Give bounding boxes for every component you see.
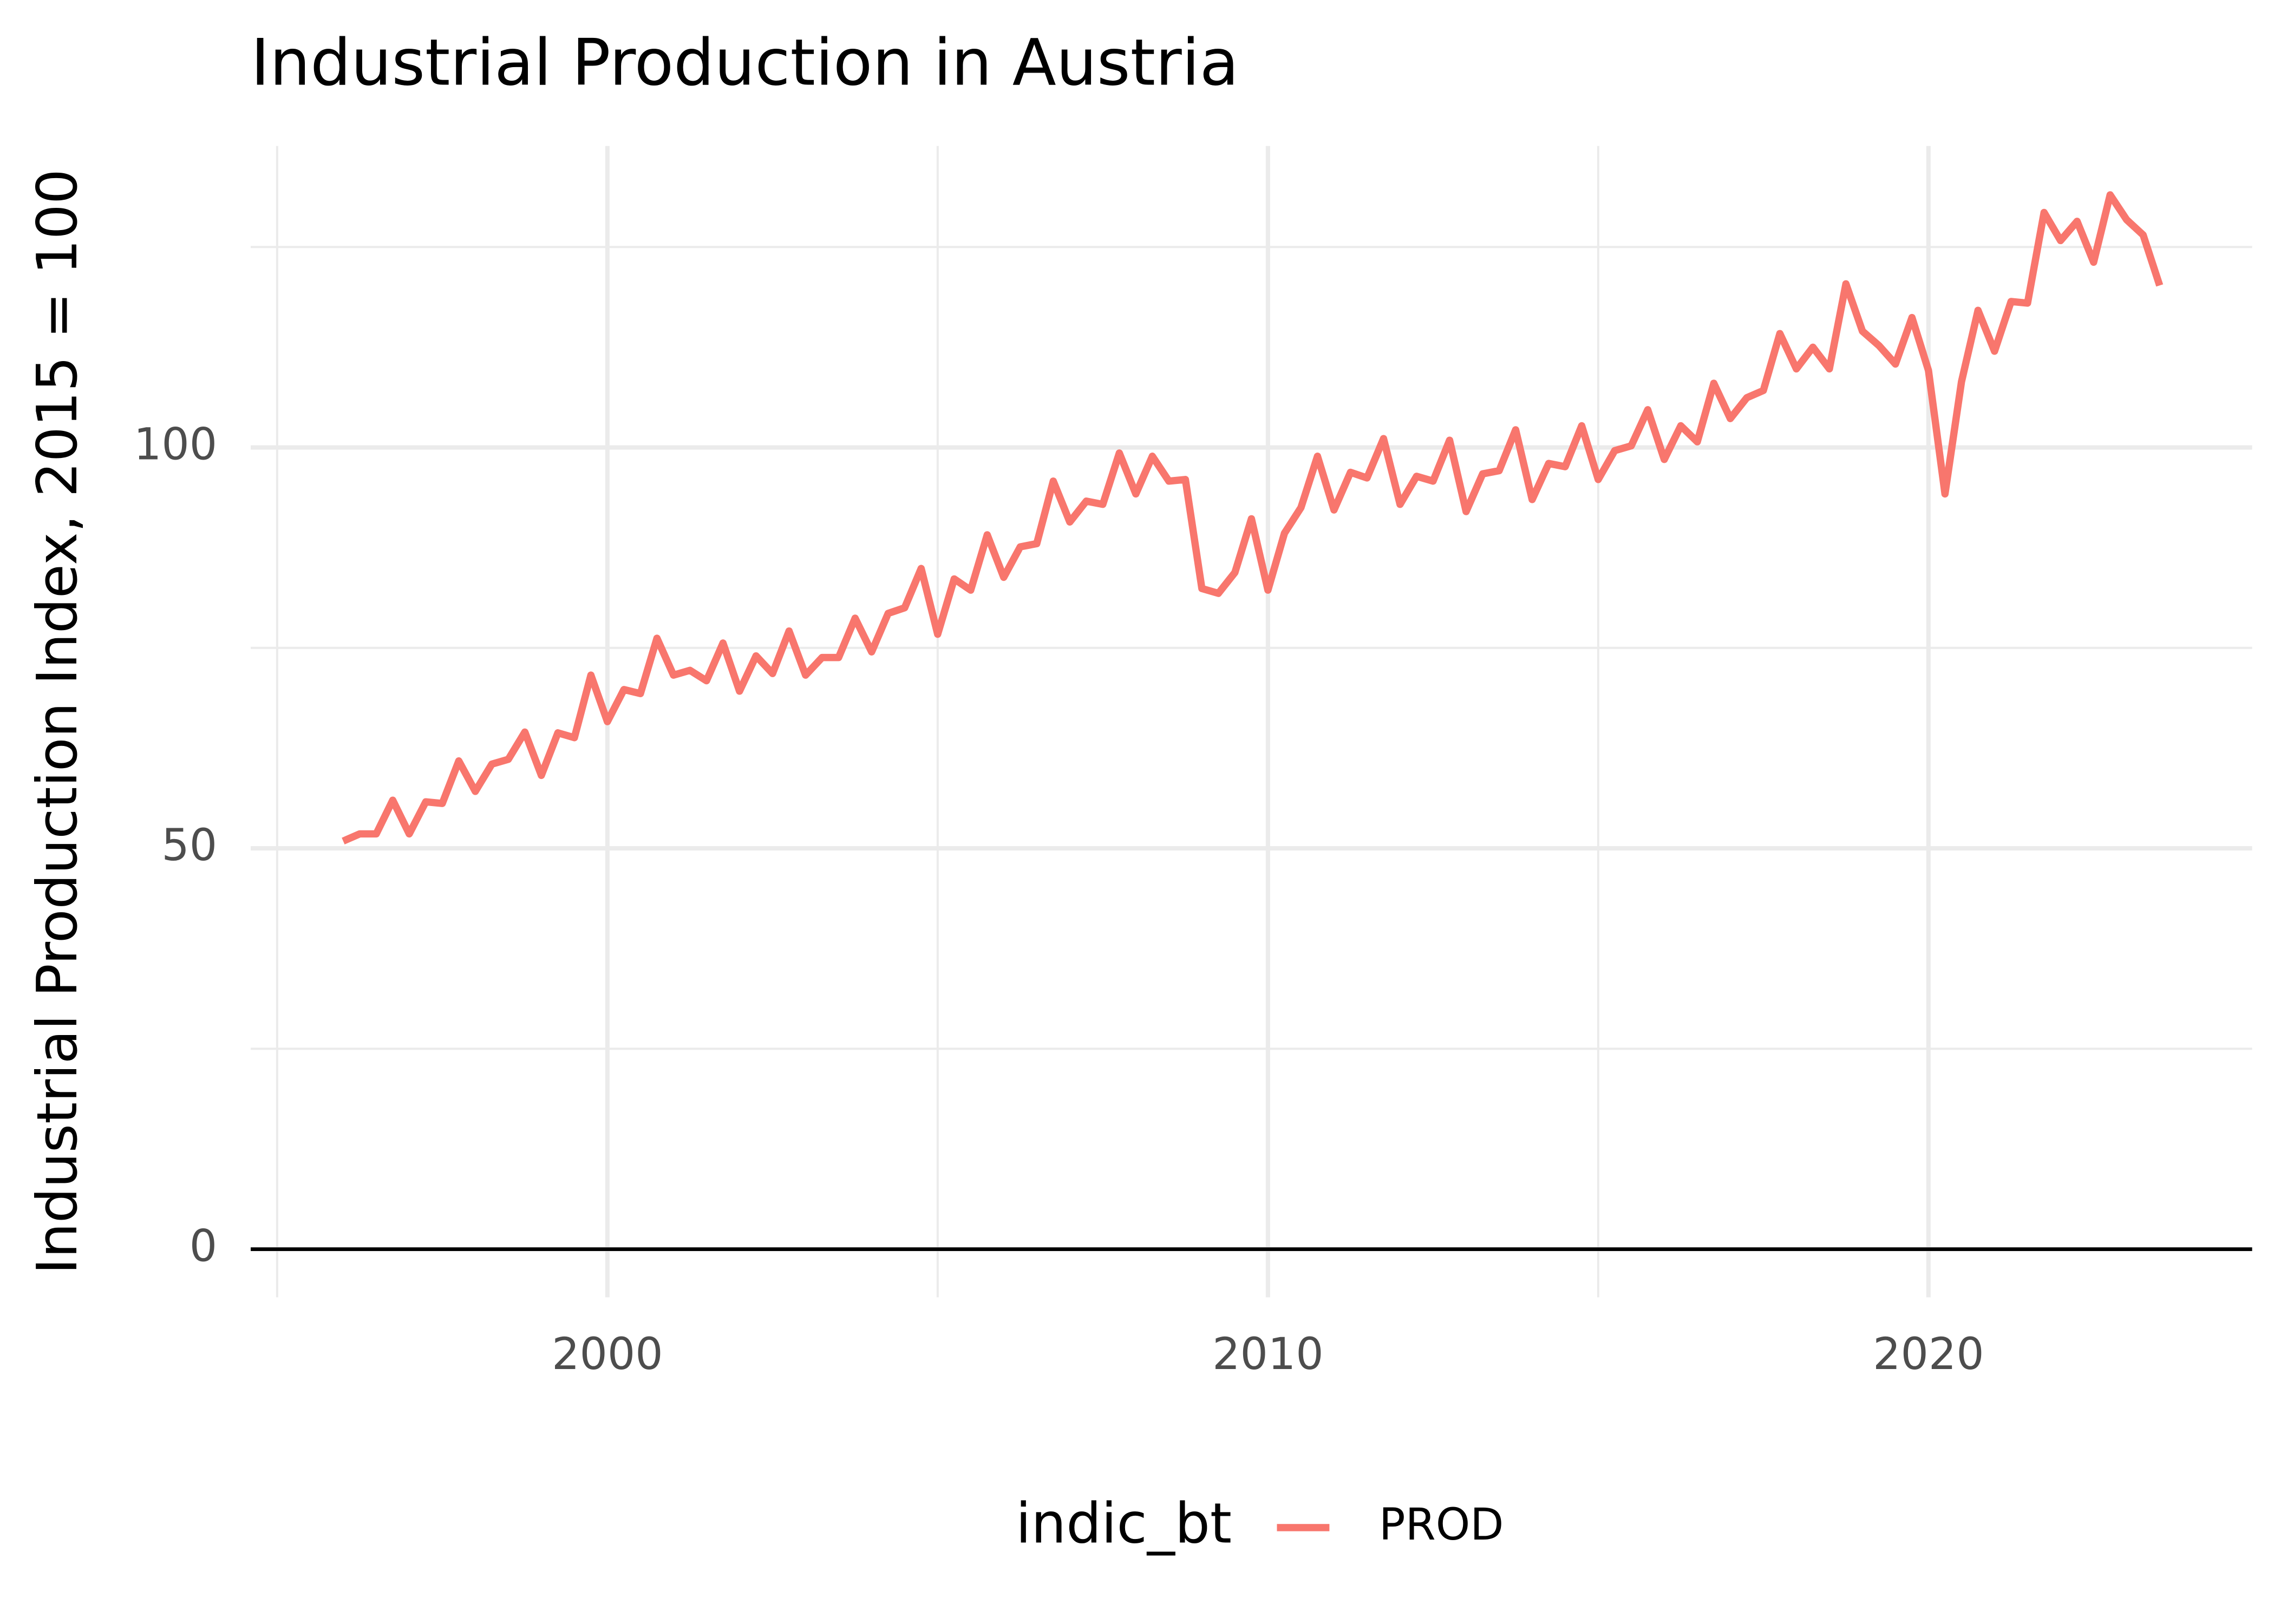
y-tick-label: 100	[134, 419, 217, 470]
data-line	[342, 191, 2164, 844]
x-tick-label: 2000	[552, 1329, 663, 1380]
legend-label: PROD	[1379, 1499, 1504, 1550]
chart-title: Industrial Production in Austria	[251, 25, 1239, 100]
y-tick-label: 50	[161, 820, 217, 871]
x-tick-label: 2010	[1212, 1329, 1324, 1380]
x-tick-label: 2020	[1873, 1329, 1984, 1380]
y-axis-label: Industrial Production Index, 2015 = 100	[25, 169, 90, 1274]
y-tick-label: 0	[190, 1221, 217, 1272]
legend-title: indic_bt	[1016, 1492, 1232, 1556]
